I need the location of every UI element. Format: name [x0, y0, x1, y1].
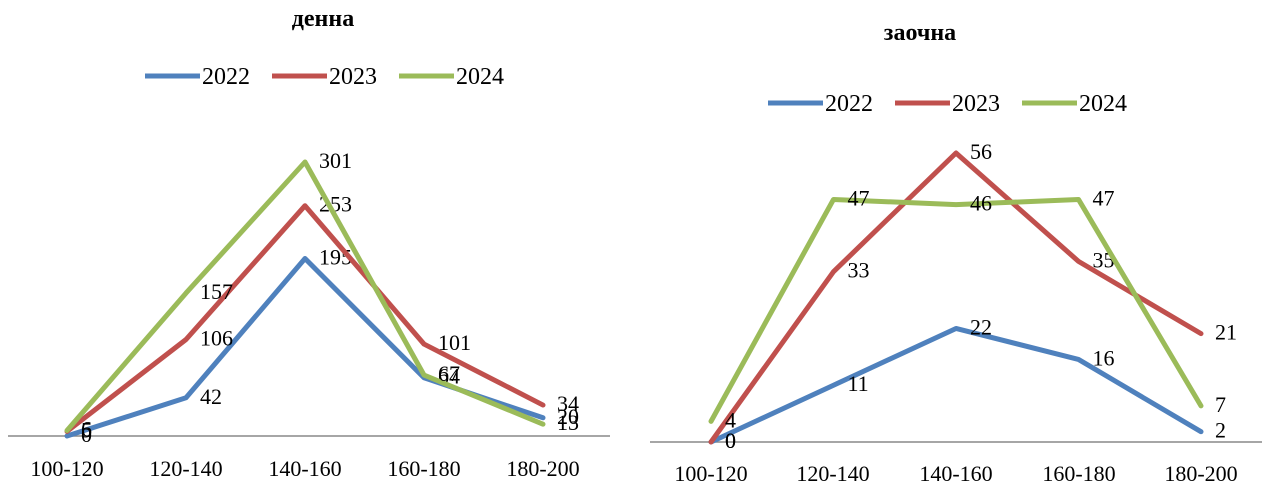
data-label: 56	[970, 139, 992, 164]
legend-denna: 2022 2023 2024	[145, 64, 504, 90]
data-label: 11	[848, 371, 869, 396]
chart-zaochna: заочна 2022 2023 2024 100-120 120-140 14…	[650, 20, 1262, 486]
chart-denna: денна 2022 2023 2024 100-120 120-140 140…	[8, 6, 610, 481]
chart-title-zaochna: заочна	[884, 20, 956, 46]
data-label: 46	[970, 191, 992, 216]
x-ticks-denna: 100-120 120-140 140-160 160-180 180-200	[30, 456, 579, 481]
x-tick-label: 140-160	[919, 461, 992, 486]
data-label: 6	[81, 417, 92, 442]
x-tick-label: 160-180	[1042, 461, 1115, 486]
data-label: 34	[557, 391, 579, 416]
series-2024-denna: 6 157 301 67 13	[64, 148, 579, 442]
x-tick-label: 140-160	[268, 456, 341, 481]
x-tick-label: 120-140	[796, 461, 869, 486]
x-tick-label: 180-200	[1164, 461, 1237, 486]
data-label: 301	[319, 148, 352, 173]
legend-label-2022: 2022	[202, 64, 250, 90]
x-tick-label: 100-120	[30, 456, 103, 481]
data-label: 16	[1093, 345, 1115, 370]
data-label: 157	[200, 279, 233, 304]
data-label: 5	[81, 417, 92, 442]
x-ticks-zaochna: 100-120 120-140 140-160 160-180 180-200	[674, 461, 1237, 486]
legend-label-2023: 2023	[952, 91, 1000, 117]
data-label: 33	[848, 258, 870, 283]
x-tick-label: 160-180	[387, 456, 460, 481]
legend-label-2023: 2023	[329, 64, 377, 90]
series-line-2024	[64, 159, 546, 434]
x-tick-label: 100-120	[674, 461, 747, 486]
data-label: 0	[725, 428, 736, 453]
data-label: 42	[200, 384, 222, 409]
series-line-2023	[64, 203, 546, 434]
data-label: 47	[848, 185, 870, 210]
series-2022-zaochna: 0 11 22 16 2	[708, 314, 1226, 453]
data-label: 0	[725, 428, 736, 453]
data-label: 21	[1215, 320, 1237, 345]
data-label: 22	[970, 314, 992, 339]
series-2023-zaochna: 0 33 56 35 21	[708, 139, 1237, 453]
x-tick-label: 180-200	[506, 456, 579, 481]
series-line-2022	[708, 325, 1204, 445]
series-2022-denna: 0 42 195 64 20	[64, 244, 579, 447]
x-tick-label: 120-140	[149, 456, 222, 481]
data-label: 47	[1093, 185, 1115, 210]
legend-label-2022: 2022	[825, 91, 873, 117]
data-label: 106	[200, 326, 233, 351]
data-label: 2	[1215, 418, 1226, 443]
series-2024-zaochna: 4 47 46 47 7	[708, 185, 1226, 432]
series-2023-denna: 5 106 253 101 34	[64, 192, 579, 442]
series-line-2023	[708, 150, 1204, 445]
legend-zaochna: 2022 2023 2024	[768, 91, 1127, 117]
chart-title-denna: денна	[292, 6, 354, 32]
data-label: 7	[1215, 392, 1226, 417]
data-label: 101	[438, 330, 471, 355]
data-label: 4	[725, 407, 736, 432]
legend-label-2024: 2024	[456, 64, 504, 90]
data-label: 67	[438, 361, 460, 386]
series-line-2024	[708, 196, 1204, 424]
legend-label-2024: 2024	[1079, 91, 1127, 117]
data-label: 20	[557, 404, 579, 429]
data-label: 0	[81, 422, 92, 447]
data-label: 13	[557, 410, 579, 435]
